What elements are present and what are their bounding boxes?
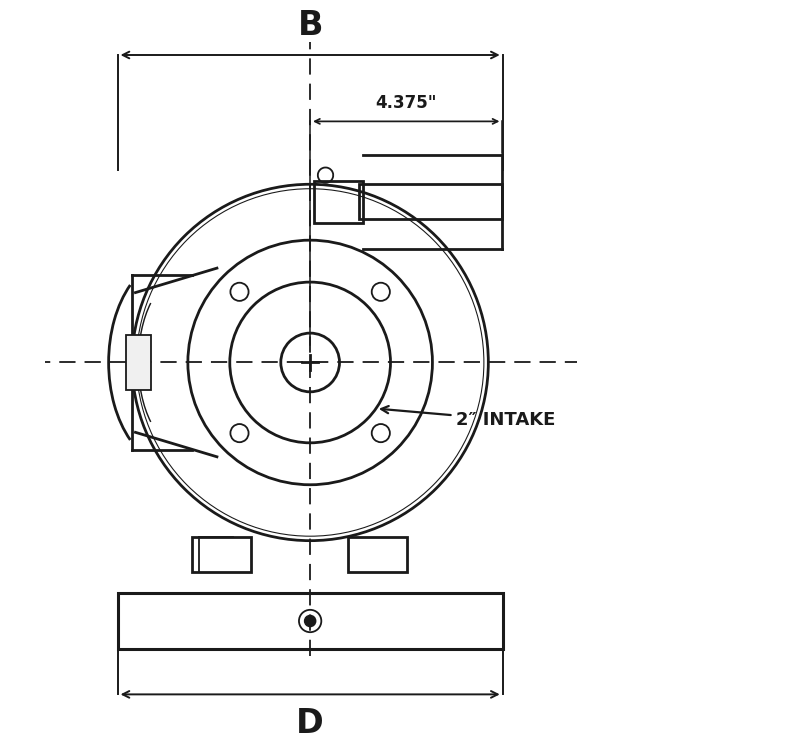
Text: 4.375": 4.375": [375, 95, 437, 112]
Bar: [117, 593, 503, 649]
Text: 2″ INTAKE: 2″ INTAKE: [381, 406, 556, 429]
Bar: [359, 184, 502, 219]
Bar: [314, 181, 362, 223]
Bar: [126, 335, 151, 390]
Text: B: B: [297, 10, 323, 42]
Circle shape: [304, 615, 316, 627]
Bar: [348, 537, 407, 572]
Text: D: D: [296, 707, 324, 740]
Bar: [191, 537, 251, 572]
